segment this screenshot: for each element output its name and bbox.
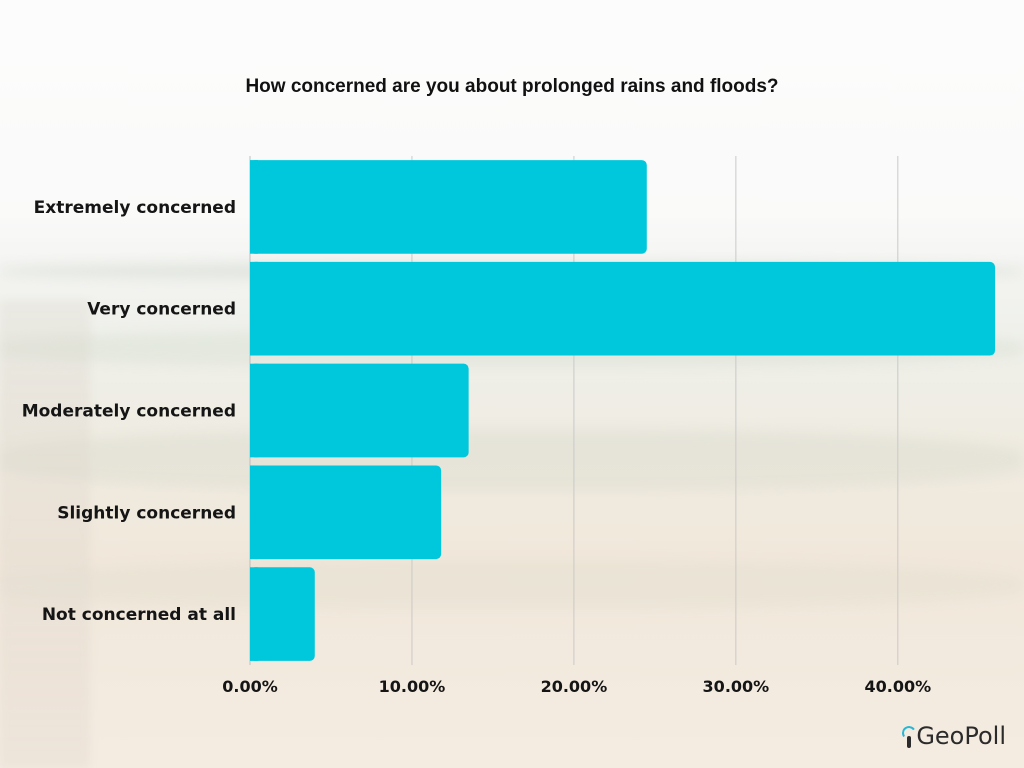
background-road — [0, 300, 90, 768]
chart-title: How concerned are you about prolonged ra… — [245, 76, 779, 97]
geopoll-signal-icon — [901, 724, 918, 750]
bar-left-edge — [250, 261, 258, 356]
category-label: Very concerned — [87, 300, 236, 320]
bar — [250, 363, 469, 458]
bar — [250, 567, 315, 661]
x-tick-label: 20.00% — [541, 677, 608, 696]
geopoll-logo: GeoPoll — [901, 722, 1006, 750]
category-label: Extremely concerned — [34, 198, 236, 218]
bar — [250, 261, 995, 356]
bar-left-edge — [250, 465, 258, 560]
bar — [250, 160, 647, 254]
background-flood-water — [0, 560, 1024, 610]
bar-left-edge — [250, 363, 258, 458]
bar-left-edge — [250, 567, 258, 661]
bars — [250, 160, 995, 661]
x-tick-label: 0.00% — [222, 677, 278, 696]
logo-text: GeoPoll — [916, 722, 1006, 750]
x-tick-label: 40.00% — [865, 677, 932, 696]
x-tick-label: 30.00% — [703, 677, 770, 696]
category-label: Not concerned at all — [42, 605, 236, 625]
category-label: Slightly concerned — [57, 503, 236, 523]
category-label: Moderately concerned — [22, 402, 236, 422]
background-trees — [0, 430, 1024, 490]
bar-left-edge — [250, 160, 258, 254]
category-labels: Extremely concerned Very concerned Moderat… — [22, 198, 236, 625]
bar — [250, 465, 442, 560]
x-tick-label: 10.00% — [379, 677, 446, 696]
x-axis-tick-labels: 0.00% 10.00% 20.00% 30.00% 40.00% — [222, 677, 931, 696]
